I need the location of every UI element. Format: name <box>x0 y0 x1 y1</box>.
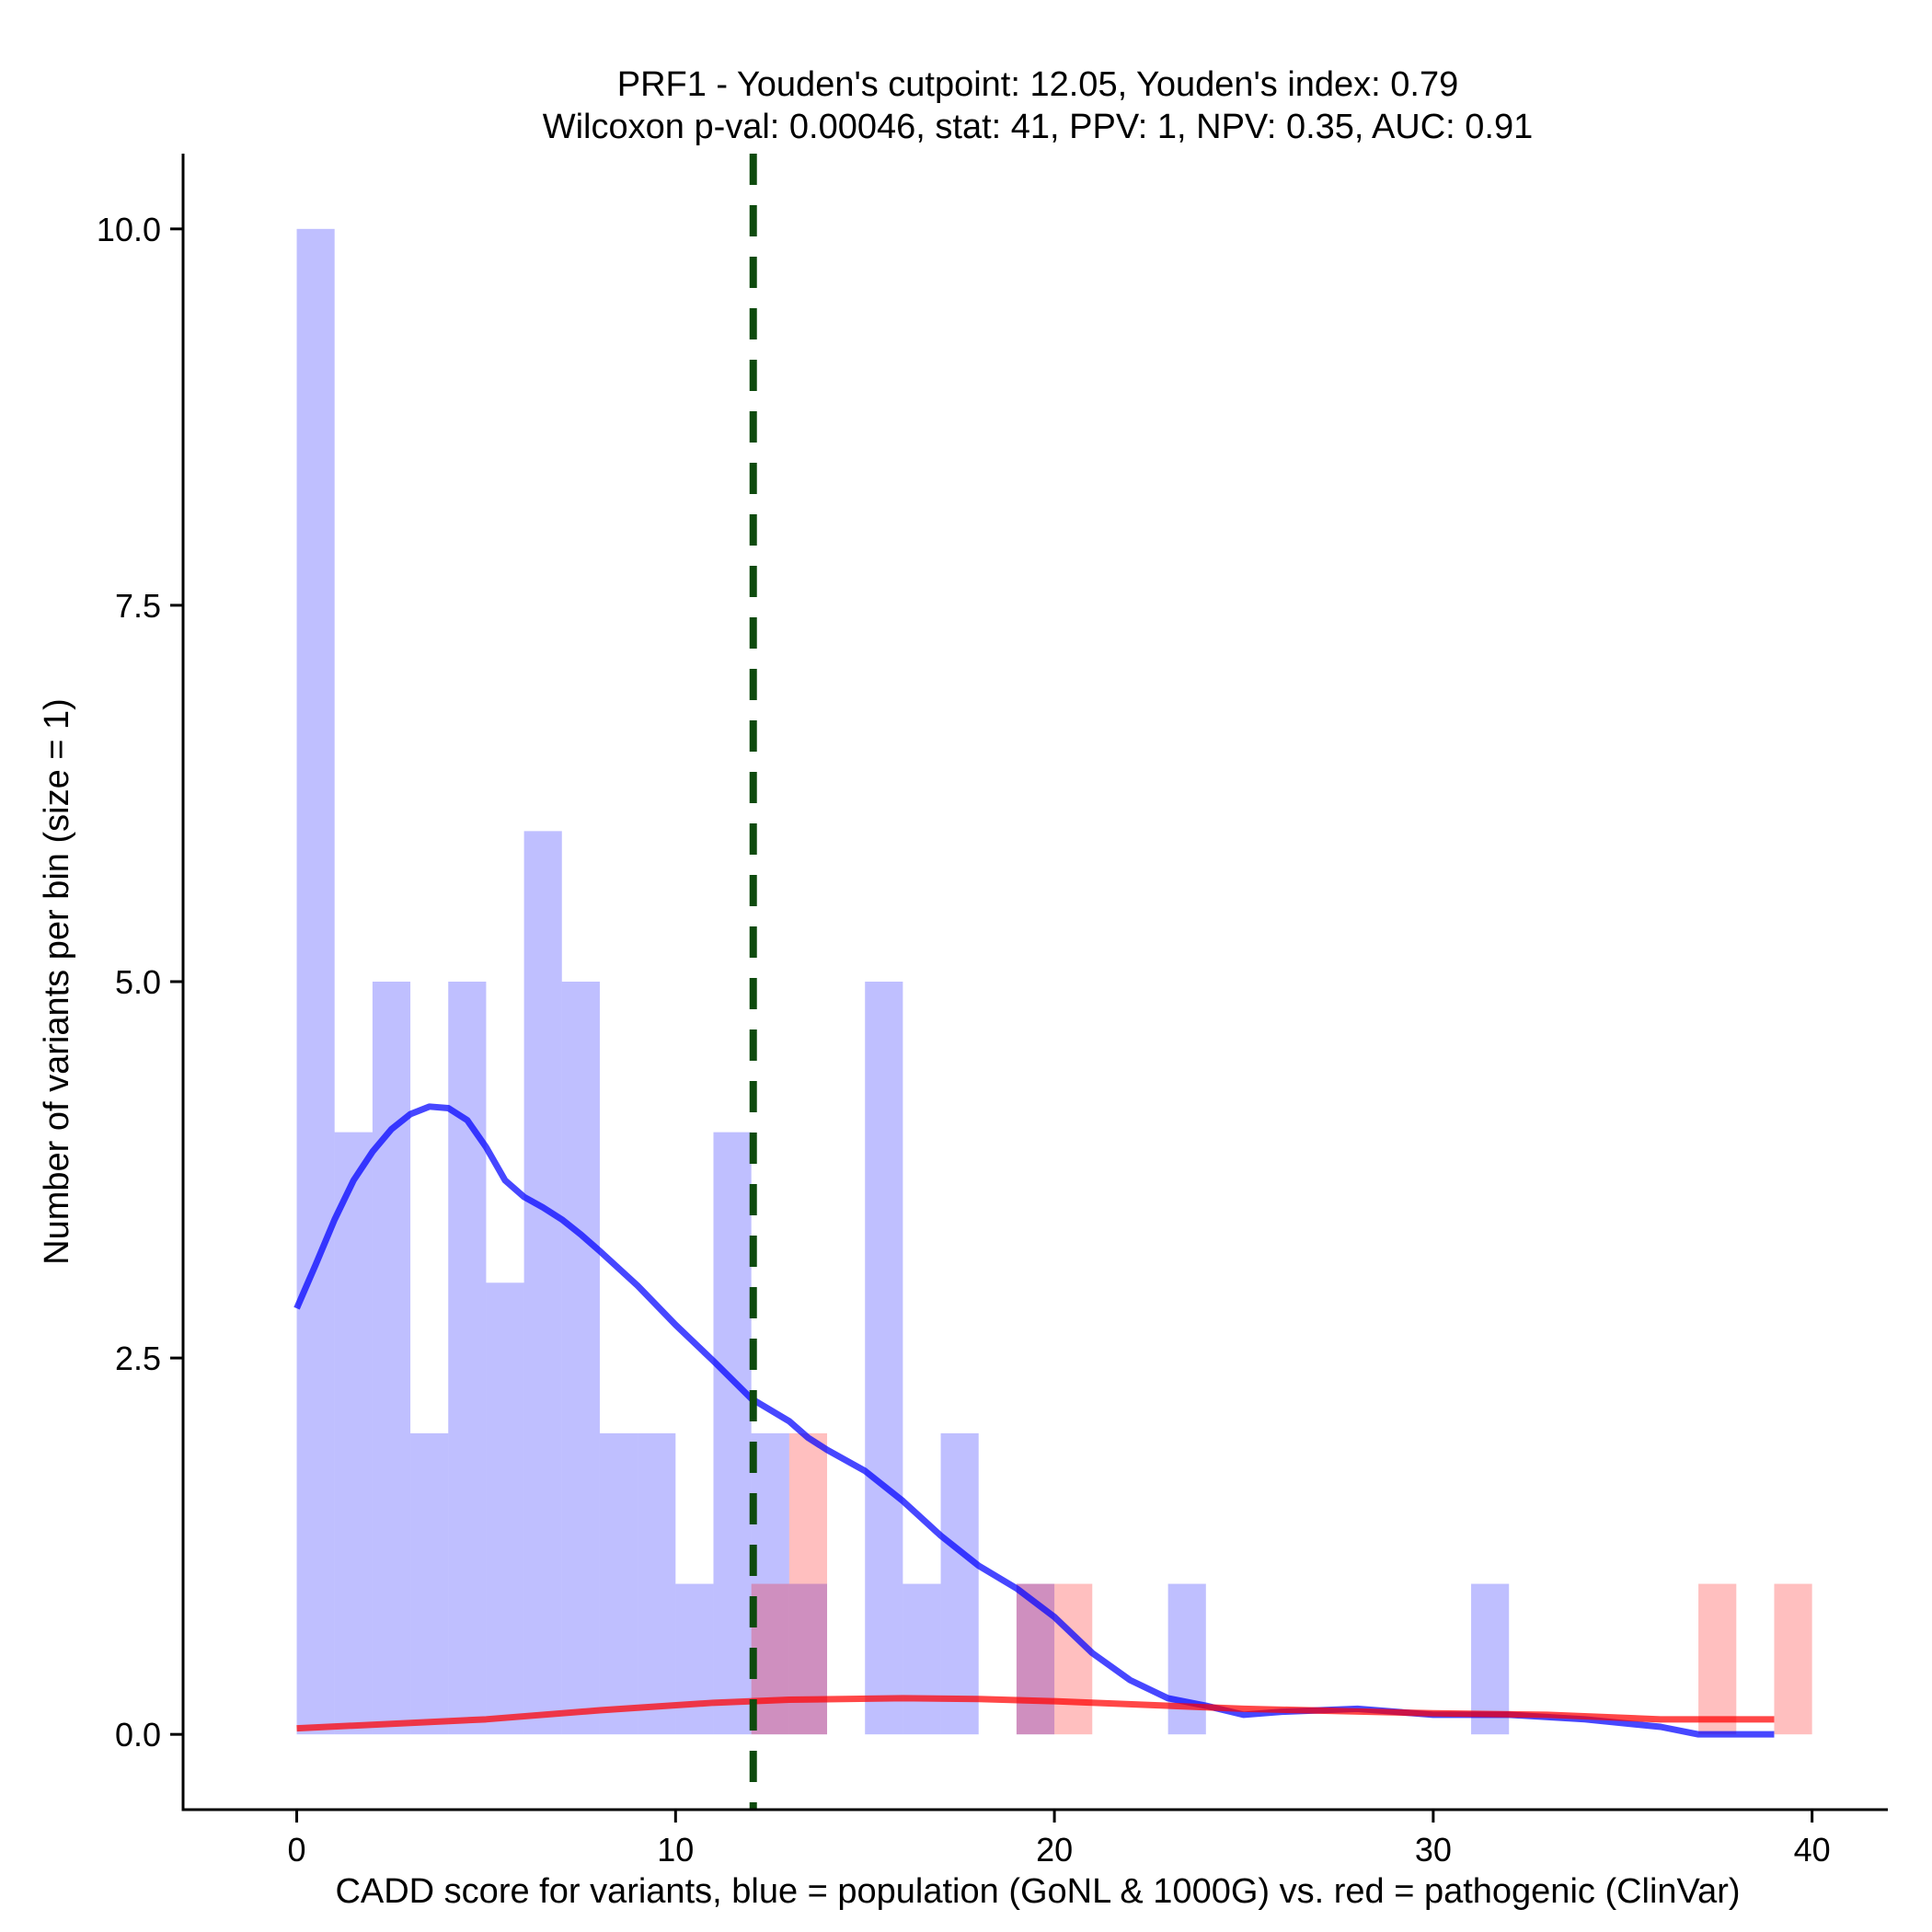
population-bar-4 <box>448 982 487 1735</box>
x-tick-label-20: 20 <box>1036 1831 1073 1869</box>
pathogenic-bar-12 <box>751 1583 789 1735</box>
x-axis-title: CADD score for variants, blue = populati… <box>335 1872 1740 1911</box>
population-bar-2 <box>372 982 411 1735</box>
y-tick-label-0: 0.0 <box>115 1716 161 1754</box>
density-curves <box>293 1103 1775 1738</box>
x-tick-label-40: 40 <box>1794 1831 1831 1869</box>
pathogenic-density-line <box>296 1695 1775 1732</box>
y-tick-label-2.5: 2.5 <box>115 1340 161 1377</box>
y-tick-label-7.5: 7.5 <box>115 587 161 625</box>
population-bar-0 <box>296 228 335 1735</box>
population-bar-17 <box>940 1432 979 1735</box>
chart-title: PRF1 - Youden's cutpoint: 12.05, Youden'… <box>617 65 1459 104</box>
pathogenic-bar-20 <box>1054 1583 1093 1735</box>
population-bar-31 <box>1471 1583 1510 1735</box>
population-bar-7 <box>561 982 600 1735</box>
y-tick-label-5: 5.0 <box>115 963 161 1001</box>
y-axis-title: Number of variants per bin (size = 1) <box>38 698 76 1265</box>
x-tick-label-0: 0 <box>288 1831 306 1869</box>
pathogenic-bar-39 <box>1774 1583 1812 1735</box>
population-bars <box>296 228 1510 1735</box>
population-bar-1 <box>334 1132 373 1735</box>
population-bar-9 <box>638 1432 676 1735</box>
population-bar-11 <box>713 1132 752 1735</box>
population-bar-6 <box>523 831 562 1735</box>
pathogenic-bar-13 <box>788 1432 828 1735</box>
population-bar-8 <box>599 1432 638 1735</box>
population-bar-15 <box>865 982 903 1735</box>
x-tick-label-30: 30 <box>1415 1831 1452 1869</box>
population-bar-12 <box>751 1432 789 1735</box>
population-bar-13 <box>788 1583 828 1735</box>
population-bar-10 <box>675 1583 714 1735</box>
x-axis-ticks: 0 10 20 30 40 <box>288 1810 1831 1869</box>
population-bar-23 <box>1167 1583 1206 1735</box>
y-axis-ticks: 0.0 2.5 5.0 7.5 10.0 <box>97 211 183 1754</box>
chart-subtitle: Wilcoxon p-val: 0.00046, stat: 41, PPV: … <box>543 108 1534 146</box>
pathogenic-bar-37 <box>1698 1583 1737 1735</box>
x-tick-label-10: 10 <box>657 1831 694 1869</box>
population-bar-16 <box>903 1583 941 1735</box>
y-tick-label-10: 10.0 <box>97 211 161 248</box>
population-bar-3 <box>410 1432 449 1735</box>
population-bar-5 <box>486 1282 524 1735</box>
